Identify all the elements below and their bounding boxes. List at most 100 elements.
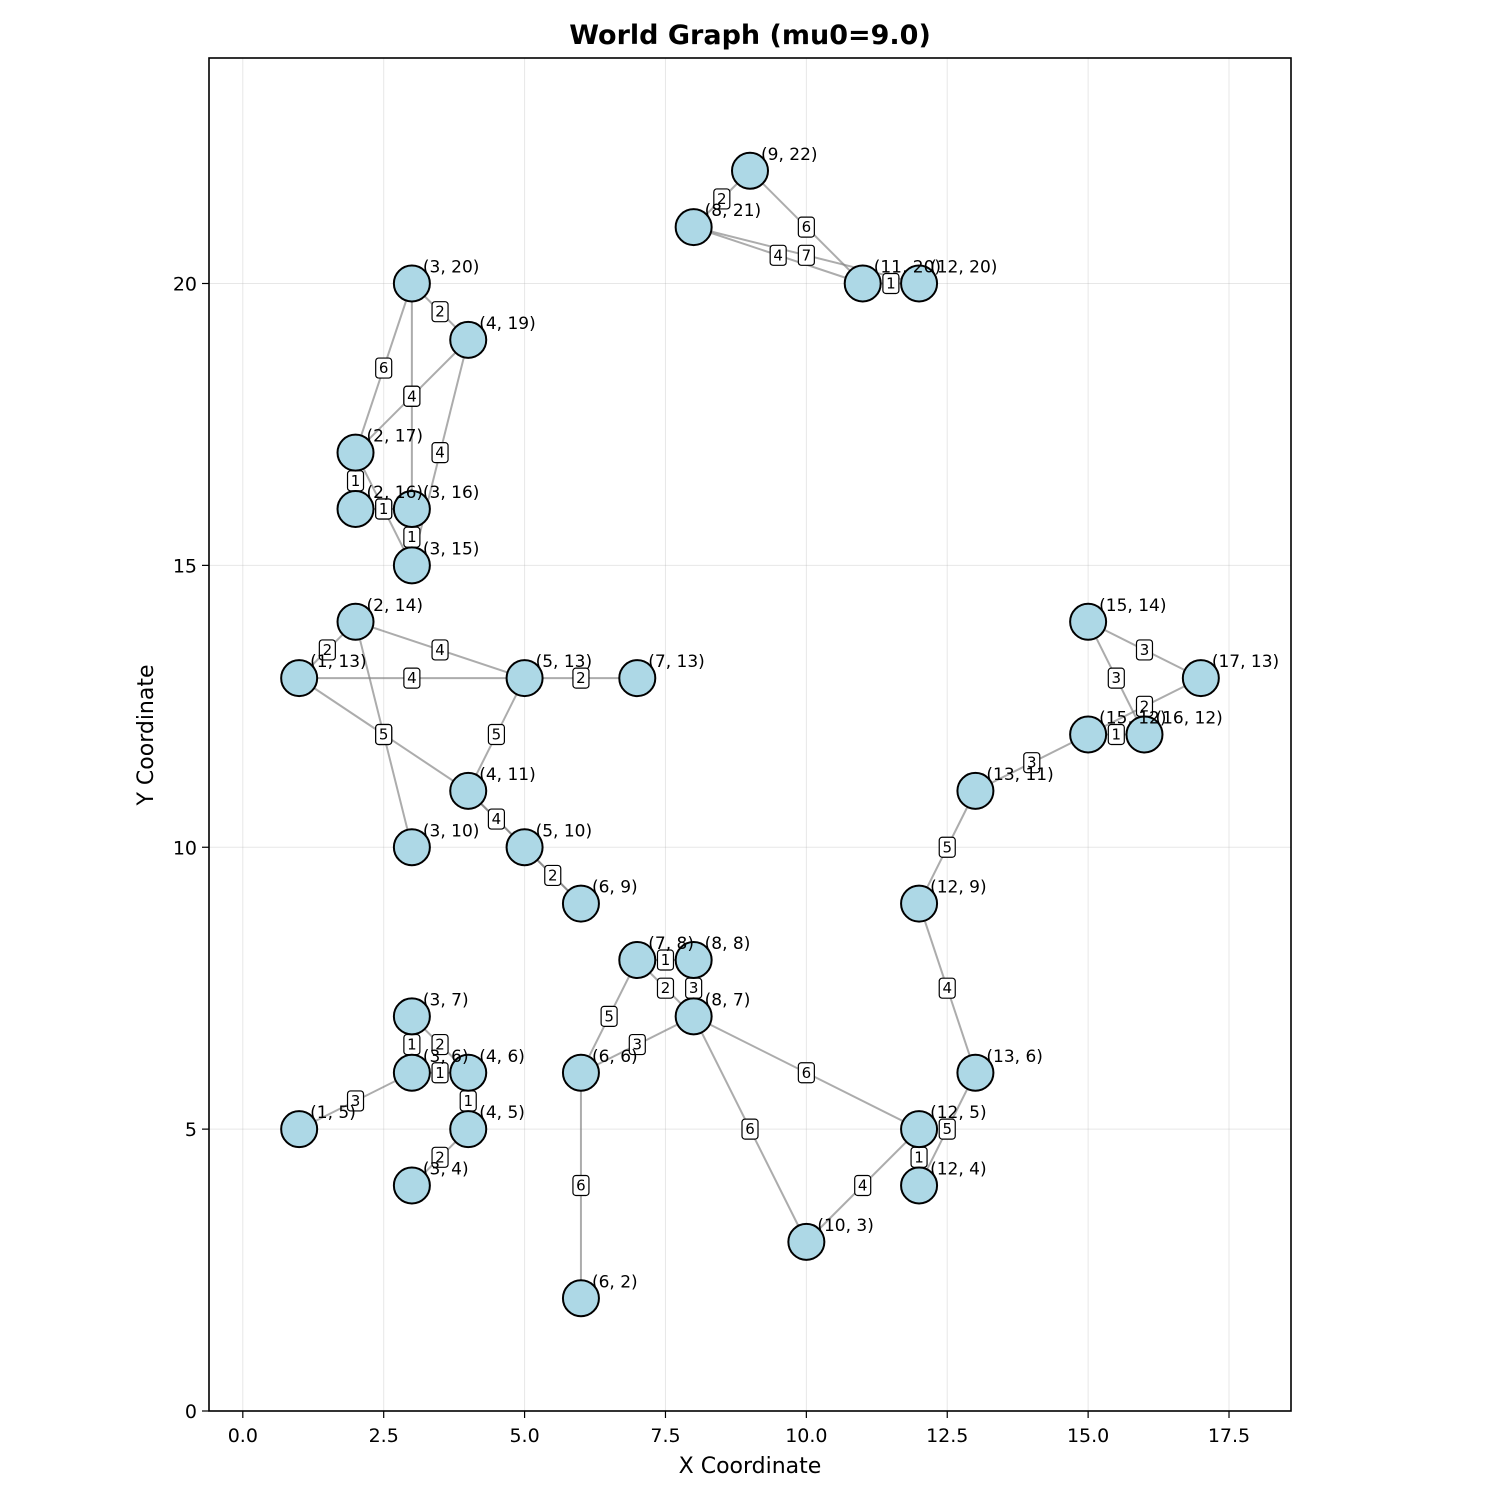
edge-weight-box (600, 1005, 618, 1027)
edge-weight-box (769, 244, 787, 266)
node-label: (6, 2) (592, 1272, 638, 1292)
edge-weight-label: 6 (741, 1118, 759, 1140)
node-label: (15, 14) (1099, 596, 1166, 616)
edge-weight-label: 5 (487, 723, 506, 746)
edge-weight-box (882, 272, 900, 295)
edge-weight-label: 1 (656, 949, 675, 971)
node-label: (8, 21) (705, 201, 762, 221)
x-tick-label: 15.0 (1067, 1425, 1109, 1447)
edge-weight-box (713, 188, 731, 210)
node-label: (8, 8) (705, 934, 751, 954)
edge-weight-box (487, 808, 506, 830)
edge-weight-label: 4 (938, 977, 956, 999)
edge-weight-text: 4 (492, 810, 502, 828)
edge-weight-box (403, 667, 421, 689)
edge-weight-text: 1 (1112, 726, 1122, 744)
node-label: (3, 6) (423, 1047, 469, 1067)
edge-weight-box (797, 1062, 815, 1084)
graph-node (392, 997, 431, 1036)
node-label: (5, 10) (536, 821, 593, 841)
graph-node (336, 602, 375, 641)
edge-weight-text: 6 (802, 218, 812, 236)
edge-weight-text: 1 (379, 500, 389, 518)
node-label: (3, 16) (423, 483, 480, 503)
edge-weight-text: 6 (745, 1120, 755, 1138)
node-label: (2, 17) (367, 427, 424, 447)
graph-node (392, 828, 431, 867)
edge-weight-label: 5 (375, 723, 393, 746)
node-label: (4, 5) (479, 1103, 525, 1123)
edge-weight-box (375, 723, 393, 746)
edge-weight-box (431, 1146, 449, 1168)
edge-weight-text: 3 (1112, 669, 1122, 687)
node-label: (13, 11) (986, 765, 1053, 785)
edge-weight-text: 4 (942, 979, 952, 997)
edge-weight-text: 4 (858, 1177, 868, 1195)
edge-weight-box (1107, 667, 1125, 689)
node-label: (13, 6) (986, 1047, 1043, 1067)
graph-node (392, 1053, 431, 1092)
x-tick-label: 0.0 (228, 1425, 258, 1447)
node-label: (12, 4) (930, 1160, 987, 1180)
edge-weight-box (854, 1174, 872, 1197)
plot-frame (208, 57, 1292, 1412)
edge-weight-text: 5 (492, 726, 502, 744)
edge-weight-text: 4 (435, 444, 445, 462)
graph-node (449, 1053, 488, 1092)
graph-node (336, 433, 375, 472)
edge-weight-text: 6 (379, 359, 389, 377)
graph-node (449, 771, 488, 810)
graph-node (280, 1110, 319, 1149)
edge-weight-label: 1 (375, 498, 393, 520)
graph-node (280, 659, 319, 698)
edge-weight-text: 3 (1140, 641, 1150, 659)
graph-node (1069, 602, 1108, 641)
edge-weight-text: 2 (435, 1148, 445, 1166)
x-tick-label: 7.5 (650, 1425, 680, 1447)
edge-weight-label: 4 (403, 667, 421, 689)
edge-weight-text: 4 (773, 246, 783, 264)
edge-weight-box (797, 216, 815, 238)
edge-weight-labels: 2647126444141124425554423321354123536665… (318, 188, 1154, 1197)
node-label: (9, 22) (761, 145, 818, 165)
edge-weight-label: 1 (403, 526, 421, 548)
graph-node (1181, 659, 1220, 698)
edge-weight-label: 2 (713, 188, 731, 210)
x-tick-label: 17.5 (1208, 1425, 1250, 1447)
edge-weight-label: 4 (854, 1174, 872, 1197)
edge-weight-text: 5 (604, 1007, 614, 1025)
graph-node (392, 490, 431, 528)
node-label: (3, 20) (423, 258, 480, 278)
edge-weight-label: 1 (346, 470, 365, 492)
x-axis-label: X Coordinate (679, 1454, 822, 1479)
edge-weight-box (431, 1062, 449, 1084)
edge-weight-label: 5 (600, 1005, 618, 1027)
edge-weight-text: 3 (351, 1092, 361, 1110)
node-label: (3, 15) (423, 539, 480, 559)
x-tick-label: 5.0 (509, 1425, 539, 1447)
graph-node (843, 264, 882, 303)
edge-weight-text: 2 (435, 1036, 445, 1054)
edge-weight-label: 1 (431, 1062, 449, 1084)
node-label: (16, 12) (1155, 709, 1222, 729)
edge-weight-box (1107, 723, 1125, 746)
edge-weight-label: 1 (1107, 723, 1125, 746)
graph-node (449, 1110, 488, 1149)
edge-weight-label: 4 (431, 639, 449, 661)
graph-node (787, 1222, 826, 1261)
node-label: (2, 16) (367, 483, 424, 503)
x-tick-label: 12.5 (926, 1425, 968, 1447)
edge-weight-label: 1 (882, 272, 900, 295)
edge-weight-box (431, 301, 449, 323)
edge-weight-text: 5 (942, 838, 952, 856)
edge-weight-box (938, 836, 956, 858)
edge-weight-label: 2 (572, 667, 590, 689)
graph-node (618, 941, 657, 979)
edge-weight-box (1135, 639, 1154, 661)
edge-weight-box (938, 1118, 956, 1140)
edge-weight-text: 3 (1027, 754, 1037, 772)
edge-weight-label: 2 (318, 639, 336, 661)
graph-node (392, 546, 431, 585)
